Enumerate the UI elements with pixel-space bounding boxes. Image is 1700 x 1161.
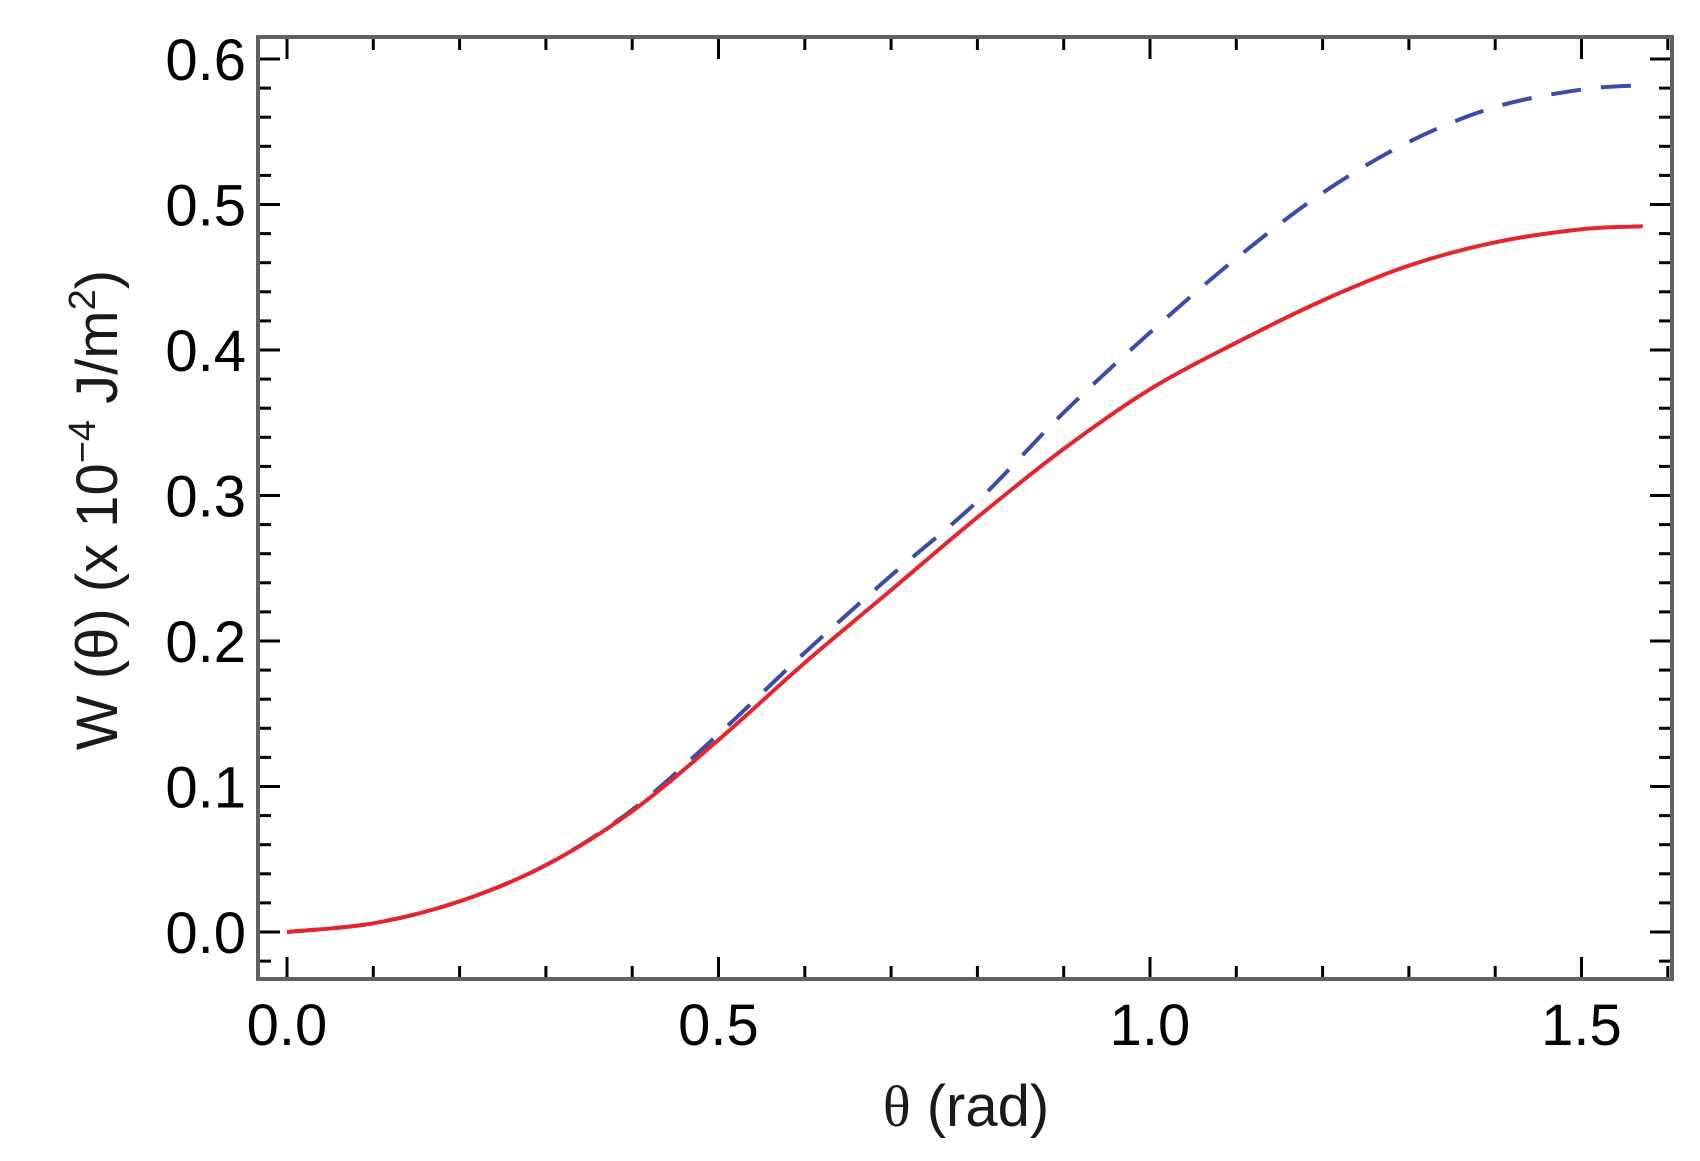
solid-red-curve <box>286 224 1643 934</box>
dashed-blue-curve <box>286 83 1643 934</box>
x-tick-labels: 0.0 0.5 1.0 1.5 <box>247 993 1622 1058</box>
x-tick-label: 0.5 <box>678 993 759 1058</box>
y-tick-labels: 0.0 0.1 0.2 0.3 0.4 0.5 0.6 <box>165 28 246 966</box>
axis-ticks <box>258 37 1672 979</box>
plot-frame <box>256 35 1674 981</box>
y-tick-label: 0.2 <box>165 610 246 675</box>
data-series <box>286 83 1643 934</box>
y-axis-label: W (θ) (x 10−4 J/m2) <box>62 270 130 750</box>
y-label-unit: J/m <box>65 310 130 420</box>
x-tick-label: 1.0 <box>1110 993 1191 1058</box>
x-tick-label: 1.5 <box>1541 993 1622 1058</box>
y-label-unit-exp: 2 <box>62 289 104 310</box>
x-axis-label: θ (rad) <box>883 1074 1049 1139</box>
y-label-close: ) <box>65 270 130 289</box>
y-tick-label: 0.3 <box>165 465 246 530</box>
y-tick-label: 0.5 <box>165 174 246 239</box>
y-label-exp: −4 <box>62 420 104 463</box>
y-tick-label: 0.6 <box>165 28 246 93</box>
y-tick-label: 0.4 <box>165 319 246 384</box>
y-tick-label: 0.0 <box>165 901 246 966</box>
y-label-main: W (θ) (x 10 <box>65 463 130 750</box>
x-tick-label: 0.0 <box>247 993 328 1058</box>
y-tick-label: 0.1 <box>165 756 246 821</box>
